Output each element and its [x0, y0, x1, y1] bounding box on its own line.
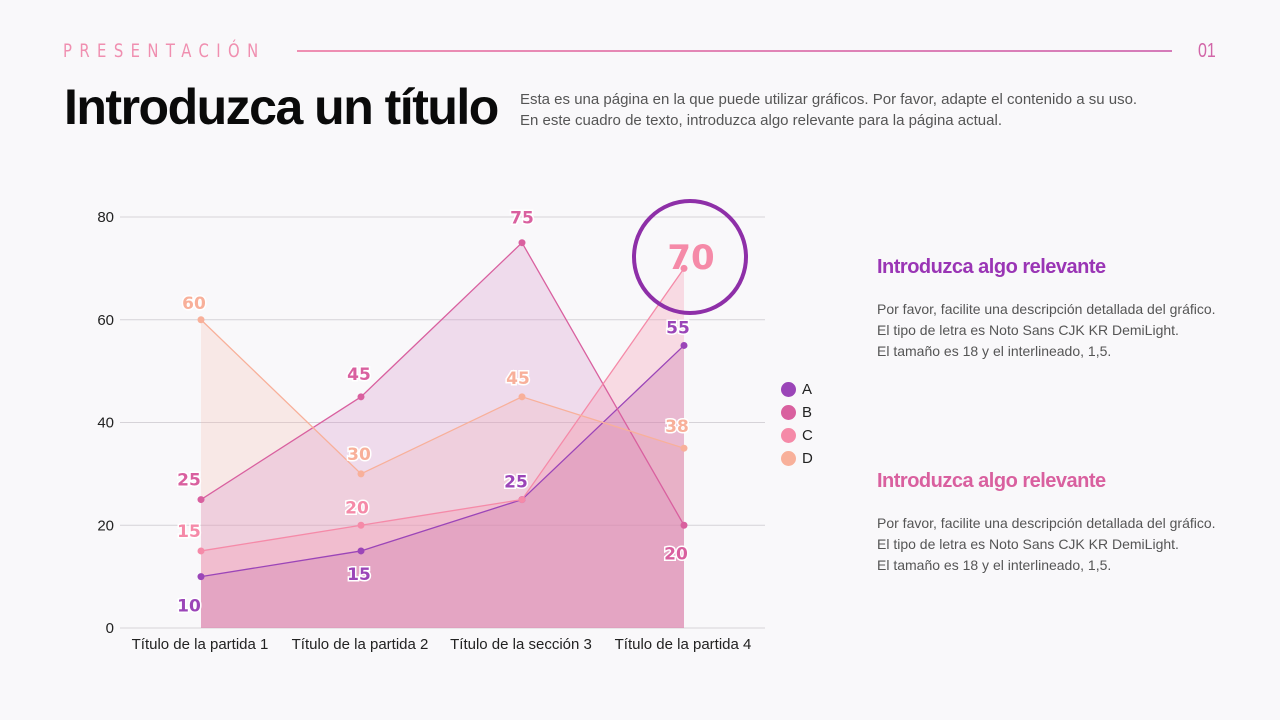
highlight-value: 70: [667, 238, 714, 278]
page-title: Introduzca un título: [64, 79, 499, 135]
subtitle-line: Esta es una página en la que puede utili…: [520, 91, 1138, 108]
data-label: 60: [182, 294, 206, 314]
chart-legend: A B C D: [781, 378, 813, 470]
legend-label: B: [802, 404, 813, 421]
data-point: [518, 496, 526, 504]
data-label: 15: [177, 522, 201, 542]
data-point: [357, 393, 365, 401]
line-series-d: [200, 319, 685, 475]
y-axis-ticks: 0 20 40 60 80: [97, 209, 114, 637]
data-label: 25: [177, 471, 201, 491]
x-tick-label: Título de la partida 4: [615, 636, 752, 653]
data-point: [518, 393, 526, 401]
legend-label: A: [802, 381, 813, 398]
side-body-line: El tamaño es 18 y el interlineado, 1,5.: [877, 343, 1112, 359]
data-point: [197, 316, 205, 324]
y-tick-label: 20: [97, 517, 114, 534]
legend-item-b: B: [781, 401, 813, 424]
legend-dot-icon: [781, 405, 796, 420]
chart-lines: [197, 239, 688, 581]
line-series-c: [200, 268, 685, 552]
legend-item-c: C: [781, 424, 813, 447]
page-number: 01: [1198, 40, 1216, 62]
y-tick-label: 80: [97, 209, 114, 226]
data-label: 30: [347, 445, 371, 465]
side-panel-1: Introduzca algo relevante Por favor, fac…: [877, 256, 1216, 362]
section-kicker: PRESENTACIÓN: [63, 40, 266, 62]
area-series-d: [201, 319, 684, 628]
side-heading: Introduzca algo relevante: [877, 470, 1106, 492]
legend-dot-icon: [781, 428, 796, 443]
data-point: [680, 444, 688, 452]
data-label: 75: [510, 209, 534, 229]
side-body-line: El tipo de letra es Noto Sans CJK KR Dem…: [877, 322, 1179, 338]
header-divider: [297, 50, 1172, 52]
data-label: 45: [347, 365, 371, 385]
data-point: [197, 573, 205, 581]
data-point: [197, 547, 205, 555]
side-body-line: El tipo de letra es Noto Sans CJK KR Dem…: [877, 536, 1179, 552]
data-label: 15: [347, 565, 371, 585]
data-point: [357, 547, 365, 555]
y-tick-label: 60: [97, 312, 114, 329]
side-body: Por favor, facilite una descripción deta…: [877, 513, 1216, 576]
data-point: [518, 239, 526, 247]
legend-dot-icon: [781, 451, 796, 466]
y-tick-label: 0: [106, 620, 114, 637]
y-tick-label: 40: [97, 415, 114, 432]
data-point: [357, 470, 365, 478]
data-label: 20: [345, 498, 369, 518]
side-body-line: Por favor, facilite una descripción deta…: [877, 515, 1216, 531]
side-body-line: El tamaño es 18 y el interlineado, 1,5.: [877, 557, 1112, 573]
x-tick-label: Título de la sección 3: [450, 636, 592, 653]
legend-label: D: [802, 450, 813, 467]
side-panel-2: Introduzca algo relevante Por favor, fac…: [877, 470, 1216, 576]
data-point: [680, 521, 688, 529]
side-body: Por favor, facilite una descripción deta…: [877, 299, 1216, 362]
data-point: [357, 521, 365, 529]
data-label: 55: [666, 318, 690, 338]
legend-label: C: [802, 427, 813, 444]
data-label: 25: [504, 473, 528, 493]
legend-item-d: D: [781, 447, 813, 470]
highlight-annotation: 70: [632, 199, 748, 315]
data-label: 38: [665, 417, 689, 437]
data-point: [680, 264, 688, 272]
side-body-line: Por favor, facilite una descripción deta…: [877, 301, 1216, 317]
data-label: 20: [664, 544, 688, 564]
legend-dot-icon: [781, 382, 796, 397]
data-label: 45: [506, 369, 530, 389]
chart-data-labels: 10 15 25 55 25 45 75 20 15 20 60 30 45 38: [176, 207, 692, 618]
legend-item-a: A: [781, 378, 813, 401]
data-label: 10: [177, 597, 201, 617]
x-tick-label: Título de la partida 1: [132, 636, 269, 653]
page-subtitle: Esta es una página en la que puede utili…: [520, 89, 1137, 131]
side-heading: Introduzca algo relevante: [877, 256, 1106, 278]
data-point: [197, 496, 205, 504]
data-point: [680, 341, 688, 349]
x-axis-labels: Título de la partida 1 Título de la parti…: [132, 636, 752, 653]
area-series-c: [201, 268, 684, 628]
highlight-circle-icon: [632, 199, 748, 315]
area-chart: 0 20 40 60 80 10 15 25 55 25 45 75 20 15 20 60 30 45 38 T…: [97, 199, 765, 653]
subtitle-line: En este cuadro de texto, introduzca algo…: [520, 112, 1002, 129]
x-tick-label: Título de la partida 2: [292, 636, 429, 653]
